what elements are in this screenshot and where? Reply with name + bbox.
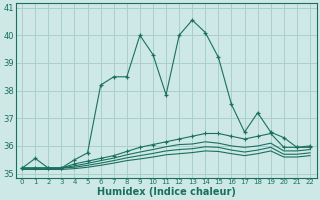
X-axis label: Humidex (Indice chaleur): Humidex (Indice chaleur)	[97, 187, 236, 197]
